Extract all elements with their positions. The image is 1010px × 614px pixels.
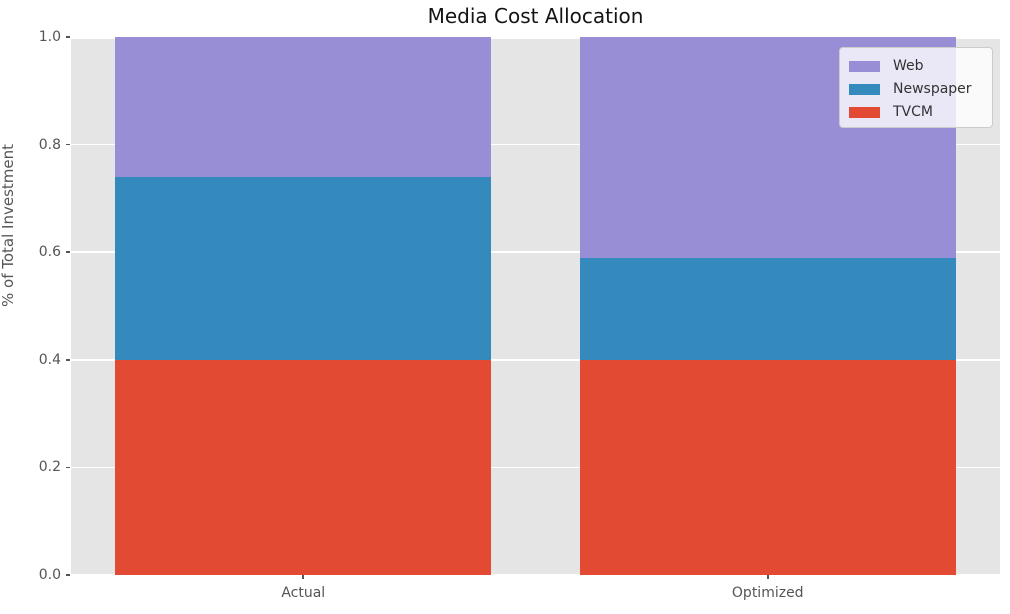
gridline-1.0 xyxy=(71,37,1000,39)
y-tick-label-0.4: 0.4 xyxy=(38,351,61,368)
y-tick-mark-0.2 xyxy=(66,466,70,469)
y-axis-label-text: % of Total Investment xyxy=(0,143,17,307)
y-tick-mark-1.0 xyxy=(66,36,70,38)
y-tick-label-0.2: 0.2 xyxy=(38,459,61,476)
gridline-0.2 xyxy=(71,466,1000,469)
legend-row-web: Web xyxy=(849,55,992,77)
legend-row-newspaper: Newspaper xyxy=(849,78,992,100)
bar-segment-newspaper-actual xyxy=(115,176,492,360)
bar-segment-tvcm-optimized xyxy=(579,359,956,575)
bar-segment-tvcm-actual xyxy=(115,359,492,575)
x-tick-mark-optimized xyxy=(766,575,769,579)
legend: Web Newspaper TVCM xyxy=(839,47,993,128)
legend-swatch-tvcm xyxy=(849,106,880,118)
gridline-0.6 xyxy=(71,251,1000,253)
y-tick-mark-0.4 xyxy=(66,359,70,361)
legend-label-newspaper: Newspaper xyxy=(893,81,972,97)
legend-swatch-web xyxy=(849,60,880,72)
y-tick-label-0.6: 0.6 xyxy=(38,244,61,261)
y-tick-mark-0.6 xyxy=(66,251,70,253)
x-tick-label-optimized: Optimized xyxy=(731,585,804,601)
y-tick-label-1.0: 1.0 xyxy=(38,29,61,45)
legend-label-web: Web xyxy=(893,58,924,74)
x-tick-label-actual: Actual xyxy=(281,585,326,601)
y-tick-mark-0.8 xyxy=(66,143,70,146)
y-tick-label-0.8: 0.8 xyxy=(38,136,61,153)
legend-label-tvcm: TVCM xyxy=(893,104,933,120)
legend-swatch-newspaper xyxy=(849,83,880,95)
gridline-0.8 xyxy=(71,143,1000,146)
chart-title: Media Cost Allocation xyxy=(427,4,644,28)
y-tick-mark-0.0 xyxy=(66,574,70,576)
gridline-0.4 xyxy=(71,359,1000,361)
y-tick-label-0.0: 0.0 xyxy=(38,567,61,583)
gridline-0.0 xyxy=(71,573,1000,575)
bar-segment-newspaper-optimized xyxy=(579,257,956,360)
legend-row-tvcm: TVCM xyxy=(849,101,992,123)
x-tick-mark-actual xyxy=(302,575,305,579)
bar-segment-web-actual xyxy=(115,37,492,177)
